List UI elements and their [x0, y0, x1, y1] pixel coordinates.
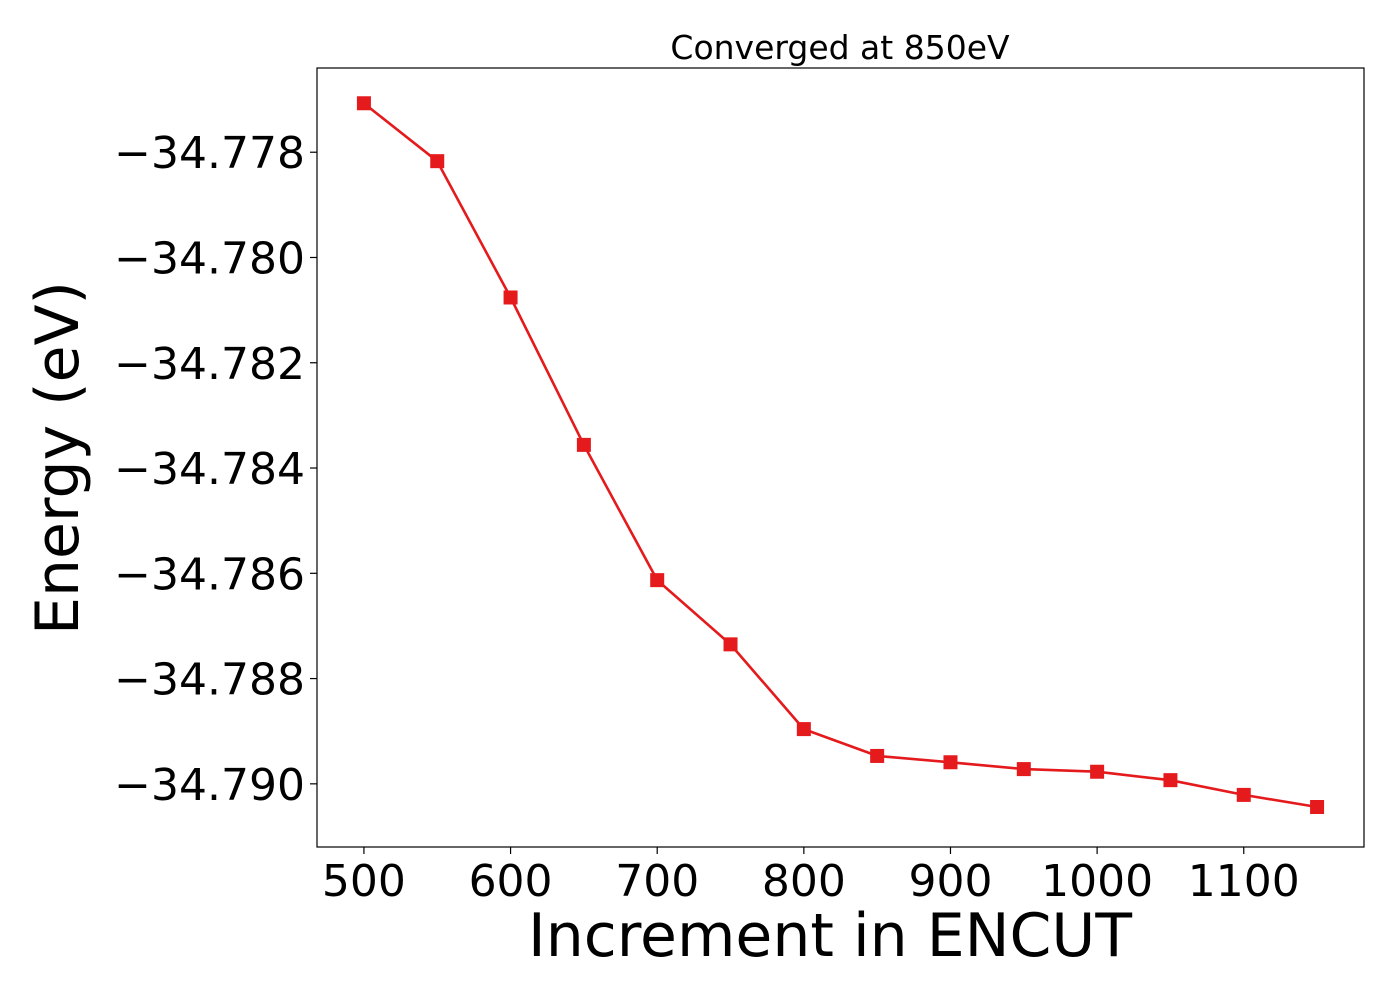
- data-point-marker: [796, 722, 811, 737]
- data-point-marker: [1236, 787, 1251, 802]
- data-point-marker: [356, 96, 371, 111]
- data-point-marker: [1310, 799, 1325, 814]
- data-point-marker: [430, 154, 445, 169]
- data-point-marker: [503, 290, 518, 305]
- y-axis-title: Energy (eV): [23, 281, 93, 635]
- plot-frame: [316, 67, 1365, 848]
- y-tick-label: −34.782: [114, 339, 305, 390]
- x-tick-label: 800: [762, 856, 846, 907]
- x-axis-title: Increment in ENCUT: [528, 901, 1132, 971]
- data-point-marker: [650, 573, 665, 588]
- data-point-marker: [576, 437, 591, 452]
- x-tick-label: 600: [469, 856, 553, 907]
- data-point-marker: [870, 748, 885, 763]
- y-tick-label: −34.790: [114, 760, 305, 811]
- data-point-marker: [943, 755, 958, 770]
- x-tick-label: 500: [322, 856, 406, 907]
- data-point-marker: [1163, 773, 1178, 788]
- y-tick-label: −34.788: [114, 655, 305, 706]
- y-tick-label: −34.784: [114, 444, 305, 495]
- x-tick-label: 1100: [1188, 856, 1300, 907]
- series-line: [363, 102, 1318, 809]
- y-tick-label: −34.778: [114, 128, 305, 179]
- chart-title: Converged at 850eV: [670, 28, 1010, 67]
- x-tick-label: 700: [615, 856, 699, 907]
- x-tick-label: 1000: [1041, 856, 1153, 907]
- data-point-marker: [723, 637, 738, 652]
- data-point-marker: [1090, 764, 1105, 779]
- y-tick-label: −34.780: [114, 233, 305, 284]
- x-tick-label: 900: [908, 856, 992, 907]
- y-tick-label: −34.786: [114, 549, 305, 600]
- data-point-marker: [1016, 762, 1031, 777]
